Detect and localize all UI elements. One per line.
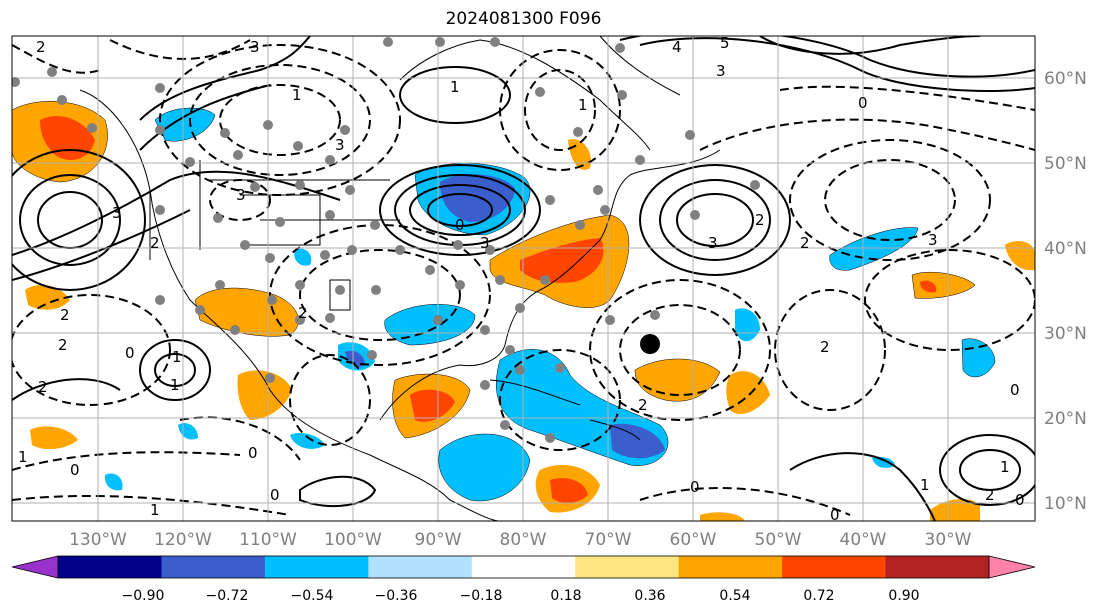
lon-label: 60°W bbox=[670, 530, 717, 550]
contour-label: 0 bbox=[690, 478, 700, 496]
contour-label: 2 bbox=[38, 378, 48, 396]
lon-label: 30°W bbox=[925, 530, 972, 550]
negative-contours bbox=[12, 39, 1035, 516]
colorbar-segment bbox=[471, 556, 576, 578]
contour-label: 2 bbox=[800, 234, 810, 252]
colorbar-tick: 0.36 bbox=[634, 588, 665, 604]
contour-label: 0 bbox=[830, 506, 840, 524]
contour-label: 1 bbox=[920, 476, 930, 494]
contour-label: 3 bbox=[335, 136, 345, 154]
highlight-marker bbox=[640, 334, 660, 354]
contour-label: 0 bbox=[70, 461, 80, 479]
plot-title: 2024081300 F096 bbox=[445, 9, 602, 29]
map-frame bbox=[11, 35, 1036, 522]
lat-label: 30°N bbox=[1044, 324, 1087, 344]
contour-label: 3 bbox=[236, 186, 246, 204]
contour-label: 1 bbox=[170, 376, 180, 394]
lat-label: 60°N bbox=[1044, 69, 1087, 89]
contour-label: 4 bbox=[672, 38, 682, 56]
contour-label: 5 bbox=[720, 34, 730, 52]
station-markers bbox=[12, 37, 760, 443]
contour-label: 3 bbox=[480, 234, 490, 252]
colorbar-segment bbox=[575, 556, 680, 578]
lon-label: 40°W bbox=[840, 530, 887, 550]
shaded-fields bbox=[12, 101, 1035, 521]
graticule bbox=[12, 36, 1035, 521]
contour-label: 3 bbox=[250, 38, 260, 56]
contour-label: 2 bbox=[638, 396, 648, 414]
contour-label: 2 bbox=[755, 211, 765, 229]
contour-label: 3 bbox=[928, 231, 938, 249]
colorbar-extend-high bbox=[988, 555, 1036, 579]
colorbar-tick: −0.36 bbox=[375, 588, 418, 604]
colorbar-segment bbox=[58, 556, 162, 578]
lon-label: 90°W bbox=[415, 530, 462, 550]
colorbar-tick: −0.72 bbox=[206, 588, 249, 604]
contour-label: 0 bbox=[455, 216, 465, 234]
colorbar-frame bbox=[57, 555, 990, 579]
contour-label: 3 bbox=[708, 234, 718, 252]
colorbar-tick: −0.90 bbox=[122, 588, 165, 604]
lon-label: 100°W bbox=[324, 530, 382, 550]
contour-label: 0 bbox=[858, 94, 868, 112]
contour-label: 2 bbox=[298, 304, 308, 322]
lon-label: 80°W bbox=[500, 530, 547, 550]
colorbar-segment bbox=[678, 556, 783, 578]
colorbar-tick: −0.54 bbox=[291, 588, 334, 604]
contour-label: 1 bbox=[172, 348, 182, 366]
contour-label: 1 bbox=[450, 78, 460, 96]
lat-label: 20°N bbox=[1044, 409, 1087, 429]
colorbar-tick: −0.18 bbox=[460, 588, 503, 604]
colorbar-tick: 0.18 bbox=[550, 588, 581, 604]
lat-label: 10°N bbox=[1044, 494, 1087, 514]
contour-label: 3 bbox=[112, 204, 122, 222]
colorbar-segment bbox=[885, 556, 990, 578]
colorbar: −0.90 −0.72 −0.54 −0.36 −0.18 0.18 0.36 … bbox=[11, 555, 1036, 604]
lon-label: 130°W bbox=[69, 530, 127, 550]
lat-label: 40°N bbox=[1044, 239, 1087, 259]
colorbar-segment bbox=[161, 556, 266, 578]
contour-label: 1 bbox=[150, 501, 160, 519]
contour-label: 3 bbox=[716, 62, 726, 80]
colorbar-ticks: −0.90 −0.72 −0.54 −0.36 −0.18 0.18 0.36 … bbox=[122, 588, 920, 604]
contour-label: 2 bbox=[150, 234, 160, 252]
contour-labels: 3 4 5 3 1 0 3 1 1 3 3 0 2 3 2 2 2 0 0 0 … bbox=[18, 34, 1025, 524]
colorbar-tick: 0.72 bbox=[803, 588, 834, 604]
lon-label: 120°W bbox=[154, 530, 212, 550]
contour-label: 2 bbox=[820, 338, 830, 356]
contour-label: 2 bbox=[36, 38, 46, 56]
contour-label: 0 bbox=[1015, 491, 1025, 509]
contour-label: 0 bbox=[270, 486, 280, 504]
contour-label: 2 bbox=[58, 336, 68, 354]
colorbar-extend-low bbox=[11, 555, 59, 579]
lat-label: 50°N bbox=[1044, 154, 1087, 174]
contour-label: 0 bbox=[1010, 381, 1020, 399]
map-area: 3 4 5 3 1 0 3 1 1 3 3 0 2 3 2 2 2 0 0 0 … bbox=[12, 34, 1035, 524]
colorbar-segment bbox=[264, 556, 369, 578]
contour-label: 0 bbox=[248, 444, 258, 462]
contour-label: 2 bbox=[985, 486, 995, 504]
contour-label: 1 bbox=[1000, 458, 1010, 476]
latitude-labels: 60°N 50°N 40°N 30°N 20°N 10°N bbox=[1044, 69, 1087, 514]
colorbar-tick: 0.90 bbox=[888, 588, 919, 604]
longitude-labels: 130°W 120°W 110°W 100°W 90°W 80°W 70°W 6… bbox=[69, 530, 972, 550]
contour-label: 0 bbox=[125, 344, 135, 362]
colorbar-tick: 0.54 bbox=[719, 588, 750, 604]
colorbar-segment bbox=[782, 556, 887, 578]
contour-label: 1 bbox=[578, 96, 588, 114]
colorbar-segment bbox=[368, 556, 473, 578]
lon-label: 70°W bbox=[585, 530, 632, 550]
lon-label: 50°W bbox=[755, 530, 802, 550]
contour-label: 2 bbox=[60, 306, 70, 324]
contour-label: 1 bbox=[18, 448, 28, 466]
contour-label: 1 bbox=[292, 86, 302, 104]
lon-label: 110°W bbox=[239, 530, 297, 550]
